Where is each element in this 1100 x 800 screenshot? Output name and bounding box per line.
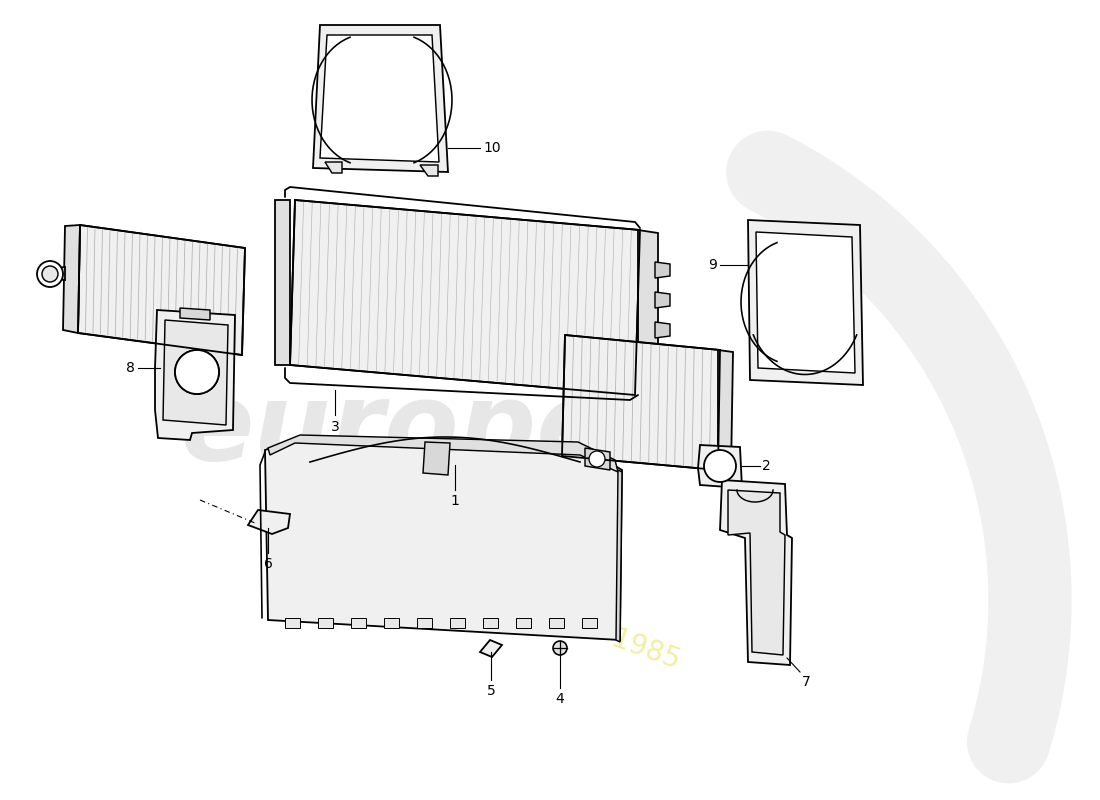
Polygon shape xyxy=(638,230,658,398)
Polygon shape xyxy=(55,267,65,280)
Polygon shape xyxy=(654,322,670,338)
Polygon shape xyxy=(324,162,342,173)
Polygon shape xyxy=(616,470,622,642)
Polygon shape xyxy=(654,292,670,308)
Polygon shape xyxy=(698,445,742,488)
Polygon shape xyxy=(424,442,450,475)
Polygon shape xyxy=(720,480,792,665)
Polygon shape xyxy=(562,335,720,470)
Text: 4: 4 xyxy=(556,692,564,706)
Polygon shape xyxy=(163,320,228,425)
Polygon shape xyxy=(265,438,622,640)
Polygon shape xyxy=(417,618,432,628)
Circle shape xyxy=(588,451,605,467)
Polygon shape xyxy=(748,220,864,385)
Text: 1: 1 xyxy=(451,494,460,508)
Polygon shape xyxy=(384,618,399,628)
Text: 9: 9 xyxy=(708,258,717,272)
Polygon shape xyxy=(318,618,333,628)
Polygon shape xyxy=(718,350,733,472)
Circle shape xyxy=(37,261,63,287)
Polygon shape xyxy=(756,232,855,373)
Polygon shape xyxy=(275,200,290,365)
Polygon shape xyxy=(314,25,448,172)
Polygon shape xyxy=(549,618,564,628)
Text: 3: 3 xyxy=(331,420,340,434)
Polygon shape xyxy=(654,352,670,368)
Polygon shape xyxy=(320,35,439,162)
Polygon shape xyxy=(268,435,618,472)
Text: 2: 2 xyxy=(762,459,771,473)
Polygon shape xyxy=(180,308,210,320)
Text: 10: 10 xyxy=(483,141,500,155)
Polygon shape xyxy=(78,225,245,355)
Text: europes: europes xyxy=(180,377,674,483)
Polygon shape xyxy=(351,618,366,628)
Polygon shape xyxy=(728,490,785,655)
Polygon shape xyxy=(285,618,300,628)
Circle shape xyxy=(175,350,219,394)
Polygon shape xyxy=(480,640,502,657)
Text: 5: 5 xyxy=(486,684,495,698)
Polygon shape xyxy=(155,310,235,440)
Text: 8: 8 xyxy=(126,361,135,375)
Polygon shape xyxy=(654,262,670,278)
Text: 7: 7 xyxy=(802,675,811,689)
Polygon shape xyxy=(63,225,80,333)
Circle shape xyxy=(553,641,566,655)
Polygon shape xyxy=(420,165,438,176)
Polygon shape xyxy=(483,618,498,628)
Polygon shape xyxy=(516,618,531,628)
Circle shape xyxy=(175,350,219,394)
Polygon shape xyxy=(248,510,290,534)
Text: a passion for parts since 1985: a passion for parts since 1985 xyxy=(280,505,684,675)
Polygon shape xyxy=(450,618,465,628)
Polygon shape xyxy=(582,618,597,628)
Polygon shape xyxy=(290,200,640,395)
Circle shape xyxy=(42,266,58,282)
Polygon shape xyxy=(585,448,611,470)
Text: 6: 6 xyxy=(264,557,273,571)
Circle shape xyxy=(704,450,736,482)
